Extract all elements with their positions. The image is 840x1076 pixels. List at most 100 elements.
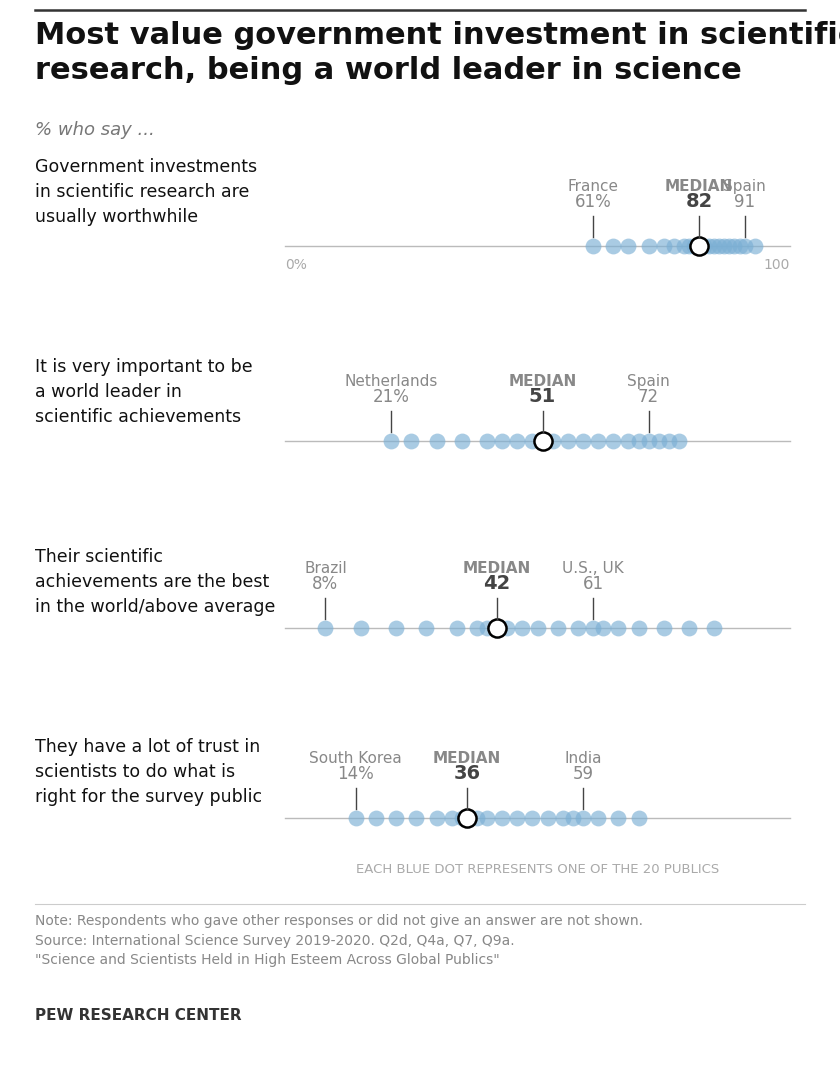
Point: [632, 620, 645, 637]
Point: [622, 238, 635, 255]
Point: [677, 238, 690, 255]
Point: [697, 238, 711, 255]
Point: [727, 238, 741, 255]
Text: Spain: Spain: [723, 179, 766, 194]
Point: [526, 433, 539, 450]
Point: [622, 433, 635, 450]
Point: [612, 809, 625, 826]
Point: [470, 620, 484, 637]
Point: [632, 809, 645, 826]
Point: [551, 620, 564, 637]
Point: [576, 433, 590, 450]
Point: [546, 433, 559, 450]
Text: It is very important to be
a world leader in
scientific achievements: It is very important to be a world leade…: [35, 358, 253, 426]
Text: 8%: 8%: [312, 575, 339, 593]
Point: [496, 809, 509, 826]
Point: [410, 809, 423, 826]
Text: PEW RESEARCH CENTER: PEW RESEARCH CENTER: [35, 1008, 242, 1023]
Point: [717, 238, 731, 255]
Text: India: India: [564, 751, 601, 766]
Point: [591, 433, 605, 450]
Point: [354, 620, 367, 637]
Text: 91: 91: [734, 193, 755, 211]
Text: MEDIAN: MEDIAN: [463, 561, 531, 576]
Text: France: France: [568, 179, 618, 194]
Point: [748, 238, 761, 255]
Point: [606, 433, 620, 450]
Text: Brazil: Brazil: [304, 561, 347, 576]
Point: [642, 238, 655, 255]
Point: [632, 433, 645, 450]
Point: [511, 809, 524, 826]
Point: [390, 809, 403, 826]
Point: [667, 238, 680, 255]
Point: [657, 238, 670, 255]
Point: [405, 433, 418, 450]
Text: Netherlands: Netherlands: [344, 374, 438, 390]
Point: [385, 433, 398, 450]
Point: [566, 809, 580, 826]
Point: [536, 433, 549, 450]
Point: [511, 433, 524, 450]
Point: [480, 433, 494, 450]
Point: [541, 809, 554, 826]
Text: They have a lot of trust in
scientists to do what is
right for the survey public: They have a lot of trust in scientists t…: [35, 738, 262, 806]
Text: 21%: 21%: [373, 388, 409, 406]
Point: [687, 238, 701, 255]
Point: [450, 620, 464, 637]
Point: [460, 809, 474, 826]
Point: [390, 620, 403, 637]
Text: 100: 100: [764, 258, 790, 272]
Point: [662, 433, 675, 450]
Text: Spain: Spain: [627, 374, 670, 390]
Point: [496, 433, 509, 450]
Point: [318, 620, 332, 637]
Point: [738, 238, 751, 255]
Point: [657, 620, 670, 637]
Text: EACH BLUE DOT REPRESENTS ONE OF THE 20 PUBLICS: EACH BLUE DOT REPRESENTS ONE OF THE 20 P…: [356, 863, 719, 876]
Point: [445, 809, 459, 826]
Text: 61%: 61%: [575, 193, 612, 211]
Point: [556, 809, 570, 826]
Point: [430, 433, 444, 450]
Point: [682, 238, 696, 255]
Text: U.S., UK: U.S., UK: [562, 561, 624, 576]
Point: [672, 433, 685, 450]
Point: [692, 238, 706, 255]
Point: [571, 620, 585, 637]
Point: [536, 433, 549, 450]
Point: [491, 620, 504, 637]
Point: [707, 238, 721, 255]
Text: MEDIAN: MEDIAN: [508, 374, 577, 390]
Text: South Korea: South Korea: [309, 751, 402, 766]
Point: [561, 433, 575, 450]
Text: 0%: 0%: [285, 258, 307, 272]
Point: [732, 238, 746, 255]
Point: [612, 620, 625, 637]
Point: [501, 620, 514, 637]
Point: [682, 620, 696, 637]
Text: 82: 82: [685, 192, 712, 211]
Point: [642, 433, 655, 450]
Point: [516, 620, 529, 637]
Text: 14%: 14%: [338, 765, 374, 783]
Point: [712, 238, 726, 255]
Text: 72: 72: [638, 388, 659, 406]
Point: [606, 238, 620, 255]
Point: [722, 238, 736, 255]
Point: [455, 433, 469, 450]
Text: Their scientific
achievements are the best
in the world/above average: Their scientific achievements are the be…: [35, 548, 276, 615]
Point: [586, 238, 600, 255]
Text: 59: 59: [572, 765, 593, 783]
Text: Note: Respondents who gave other responses or did not give an answer are not sho: Note: Respondents who gave other respons…: [35, 914, 643, 967]
Point: [526, 809, 539, 826]
Text: Government investments
in scientific research are
usually worthwhile: Government investments in scientific res…: [35, 158, 257, 226]
Text: 42: 42: [484, 574, 511, 593]
Point: [480, 809, 494, 826]
Point: [702, 238, 716, 255]
Text: 61: 61: [582, 575, 604, 593]
Point: [420, 620, 433, 637]
Point: [370, 809, 383, 826]
Text: % who say ...: % who say ...: [35, 121, 155, 139]
Point: [576, 809, 590, 826]
